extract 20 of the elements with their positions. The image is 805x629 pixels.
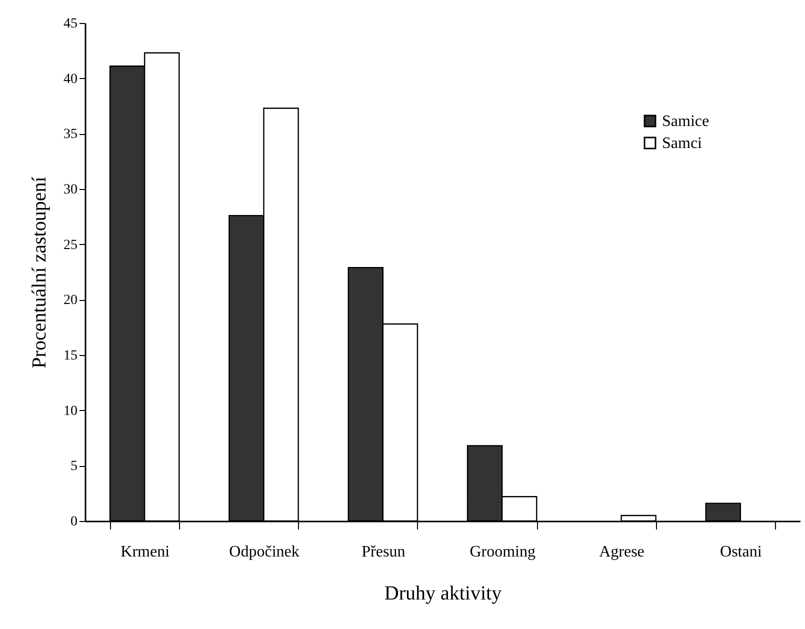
y-tick-label: 5 [70,459,78,474]
y-tick-label: 15 [64,348,78,364]
legend-label: Samci [662,135,703,152]
y-tick-label: 0 [70,514,78,530]
y-tick-label: 40 [64,72,78,87]
x-tick-label: Ostani [720,544,762,560]
y-tick-label: 45 [64,16,78,32]
legend-label: Samice [662,113,710,130]
y-tick-label: 20 [64,293,78,308]
x-tick-label: Přesun [362,544,406,560]
x-tick-label: Agrese [599,544,644,560]
x-tick-label: Krmeni [120,544,170,560]
x-tick-label: Grooming [470,544,536,560]
y-tick-label: 35 [64,127,78,142]
y-tick-label: 30 [64,182,78,198]
y-tick-label: 25 [64,238,78,253]
x-tick-label: Odpočinek [229,544,300,560]
y-axis-title: Procentuální zastoupení [28,176,50,368]
y-tick-label: 10 [64,404,78,419]
x-axis-title: Druhy aktivity [384,582,502,604]
